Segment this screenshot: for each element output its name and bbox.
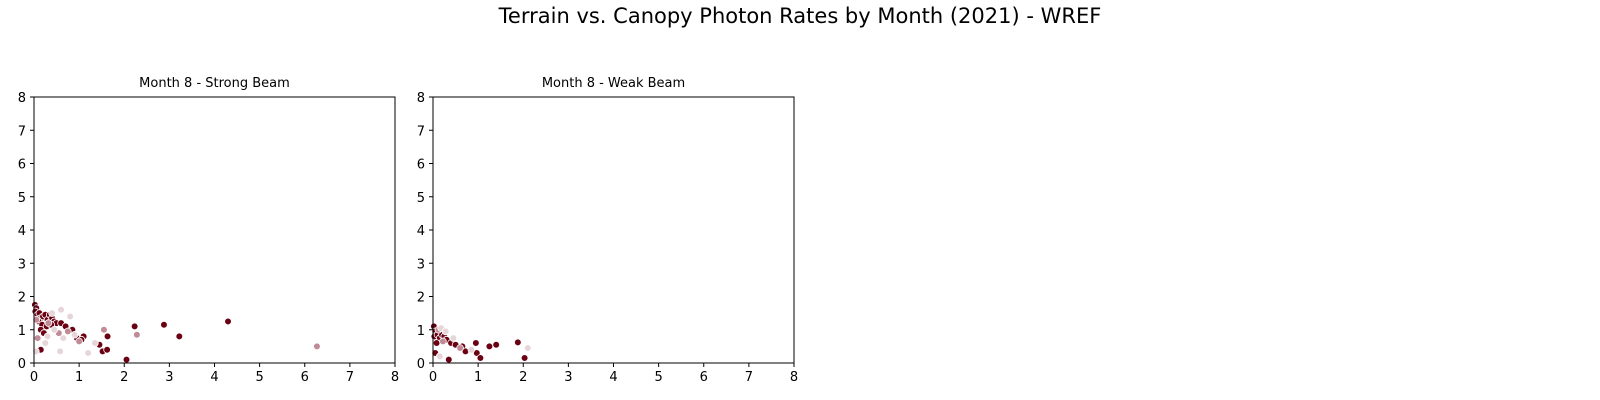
strong-beam-xtick-label-3: 3 [165, 370, 173, 385]
strong-beam-xtick-label-4: 4 [210, 370, 218, 385]
weak-beam-axes-frame [432, 96, 795, 364]
weak-beam-xtick-label-8: 8 [790, 370, 798, 385]
strong-beam-point-33 [175, 332, 184, 341]
weak-beam-point-29 [523, 344, 532, 352]
strong-beam-point-32 [160, 320, 168, 329]
strong-beam-point-42 [313, 342, 321, 351]
strong-beam-point-29 [103, 332, 112, 341]
strong-beam-point-45 [57, 305, 65, 314]
weak-beam-xtick-label-5: 5 [654, 370, 662, 385]
strong-beam-ytick-label-4: 4 [18, 224, 26, 239]
weak-beam-xtick-label-3: 3 [564, 370, 572, 385]
weak-beam-ytick-label-3: 3 [417, 257, 425, 272]
strong-beam-point-40 [100, 325, 108, 334]
weak-beam-point-24 [456, 344, 464, 352]
weak-beam-point-8 [432, 339, 441, 347]
strong-beam-point-48 [41, 339, 50, 347]
strong-beam-point-47 [50, 325, 59, 334]
weak-beam-scatter-panel: Month 8 - Weak Beam 0 1 2 3 4 5 6 7 8 0 1 2 3 4 5 6 7 8 [417, 76, 798, 385]
weak-beam-xtick-label-2: 2 [519, 370, 527, 385]
weak-beam-point-15 [472, 339, 480, 347]
strong-beam-chart-title: Month 8 - Strong Beam [139, 76, 290, 91]
weak-beam-points [430, 322, 532, 364]
weak-beam-point-21 [520, 354, 529, 362]
weak-beam-xtick-label-7: 7 [745, 370, 753, 385]
strong-beam-ytick-label-1: 1 [18, 324, 26, 339]
strong-beam-point-53 [59, 334, 68, 342]
strong-beam-point-46 [66, 312, 74, 321]
strong-beam-point-41 [133, 330, 141, 339]
weak-beam-ytick-label-1: 1 [417, 324, 425, 339]
weak-beam-xtick-label-0: 0 [429, 370, 437, 385]
strong-beam-ytick-label-2: 2 [18, 291, 26, 306]
strong-beam-xtick-label-2: 2 [120, 370, 128, 385]
weak-beam-xtick-label-1: 1 [474, 370, 482, 385]
strong-beam-point-49 [56, 347, 64, 356]
weak-beam-ytick-label-6: 6 [417, 158, 425, 173]
strong-beam-point-50 [84, 349, 92, 357]
strong-beam-point-55 [48, 309, 56, 317]
strong-beam-ytick-label-5: 5 [18, 191, 26, 206]
strong-beam-point-38 [64, 327, 72, 336]
weak-beam-point-26 [441, 327, 450, 336]
strong-beam-xtick-label-1: 1 [75, 370, 83, 385]
strong-beam-xtick-label-7: 7 [346, 370, 354, 385]
strong-beam-xtick-label-8: 8 [391, 370, 399, 385]
strong-beam-points [31, 301, 321, 364]
weak-beam-ytick-label-7: 7 [417, 124, 425, 139]
strong-beam-point-44 [43, 332, 52, 341]
strong-beam-ytick-label-7: 7 [18, 124, 26, 139]
weak-beam-point-16 [472, 349, 481, 357]
figure-title: Terrain vs. Canopy Photon Rates by Month… [498, 4, 1102, 28]
strong-beam-point-34 [224, 317, 232, 326]
strong-beam-scatter-panel: Month 8 - Strong Beam 0 1 2 3 4 5 6 7 8 0 1 2 3 4 5 6 7 8 [18, 76, 399, 385]
strong-beam-axes-frame [33, 96, 396, 364]
weak-beam-ytick-label-8: 8 [417, 91, 425, 106]
weak-beam-point-28 [435, 352, 444, 361]
strong-beam-point-30 [122, 355, 131, 364]
weak-beam-xtick-label-6: 6 [700, 370, 708, 385]
strong-beam-point-39 [75, 337, 83, 346]
strong-beam-xtick-label-5: 5 [255, 370, 263, 385]
weak-beam-chart-title: Month 8 - Weak Beam [542, 76, 685, 91]
weak-beam-ytick-label-4: 4 [417, 224, 425, 239]
strong-beam-ytick-label-8: 8 [18, 91, 26, 106]
strong-beam-xtick-label-0: 0 [30, 370, 38, 385]
strong-beam-point-51 [91, 339, 99, 347]
strong-beam-point-52 [70, 330, 79, 339]
weak-beam-point-14 [444, 355, 453, 364]
weak-beam-xtick-label-4: 4 [609, 370, 617, 385]
weak-beam-point-23 [439, 337, 447, 346]
weak-beam-point-19 [492, 340, 500, 349]
strong-beam-ytick-label-3: 3 [18, 257, 26, 272]
strong-beam-point-35 [32, 315, 41, 324]
strong-beam-xtick-label-6: 6 [301, 370, 309, 385]
strong-beam-point-43 [33, 334, 42, 342]
strong-beam-point-28 [103, 345, 111, 354]
weak-beam-point-18 [485, 342, 494, 351]
weak-beam-point-20 [514, 338, 522, 347]
strong-beam-point-54 [32, 347, 40, 356]
strong-beam-ytick-label-6: 6 [18, 158, 26, 173]
strong-beam-ytick-label-0: 0 [18, 357, 26, 372]
weak-beam-point-27 [449, 334, 458, 342]
weak-beam-point-17 [476, 354, 485, 362]
weak-beam-point-30 [467, 345, 476, 354]
strong-beam-point-36 [44, 319, 53, 327]
weak-beam-ytick-label-2: 2 [417, 291, 425, 306]
weak-beam-ytick-label-0: 0 [417, 357, 425, 372]
strong-beam-point-31 [130, 322, 139, 331]
weak-beam-ytick-label-5: 5 [417, 191, 425, 206]
